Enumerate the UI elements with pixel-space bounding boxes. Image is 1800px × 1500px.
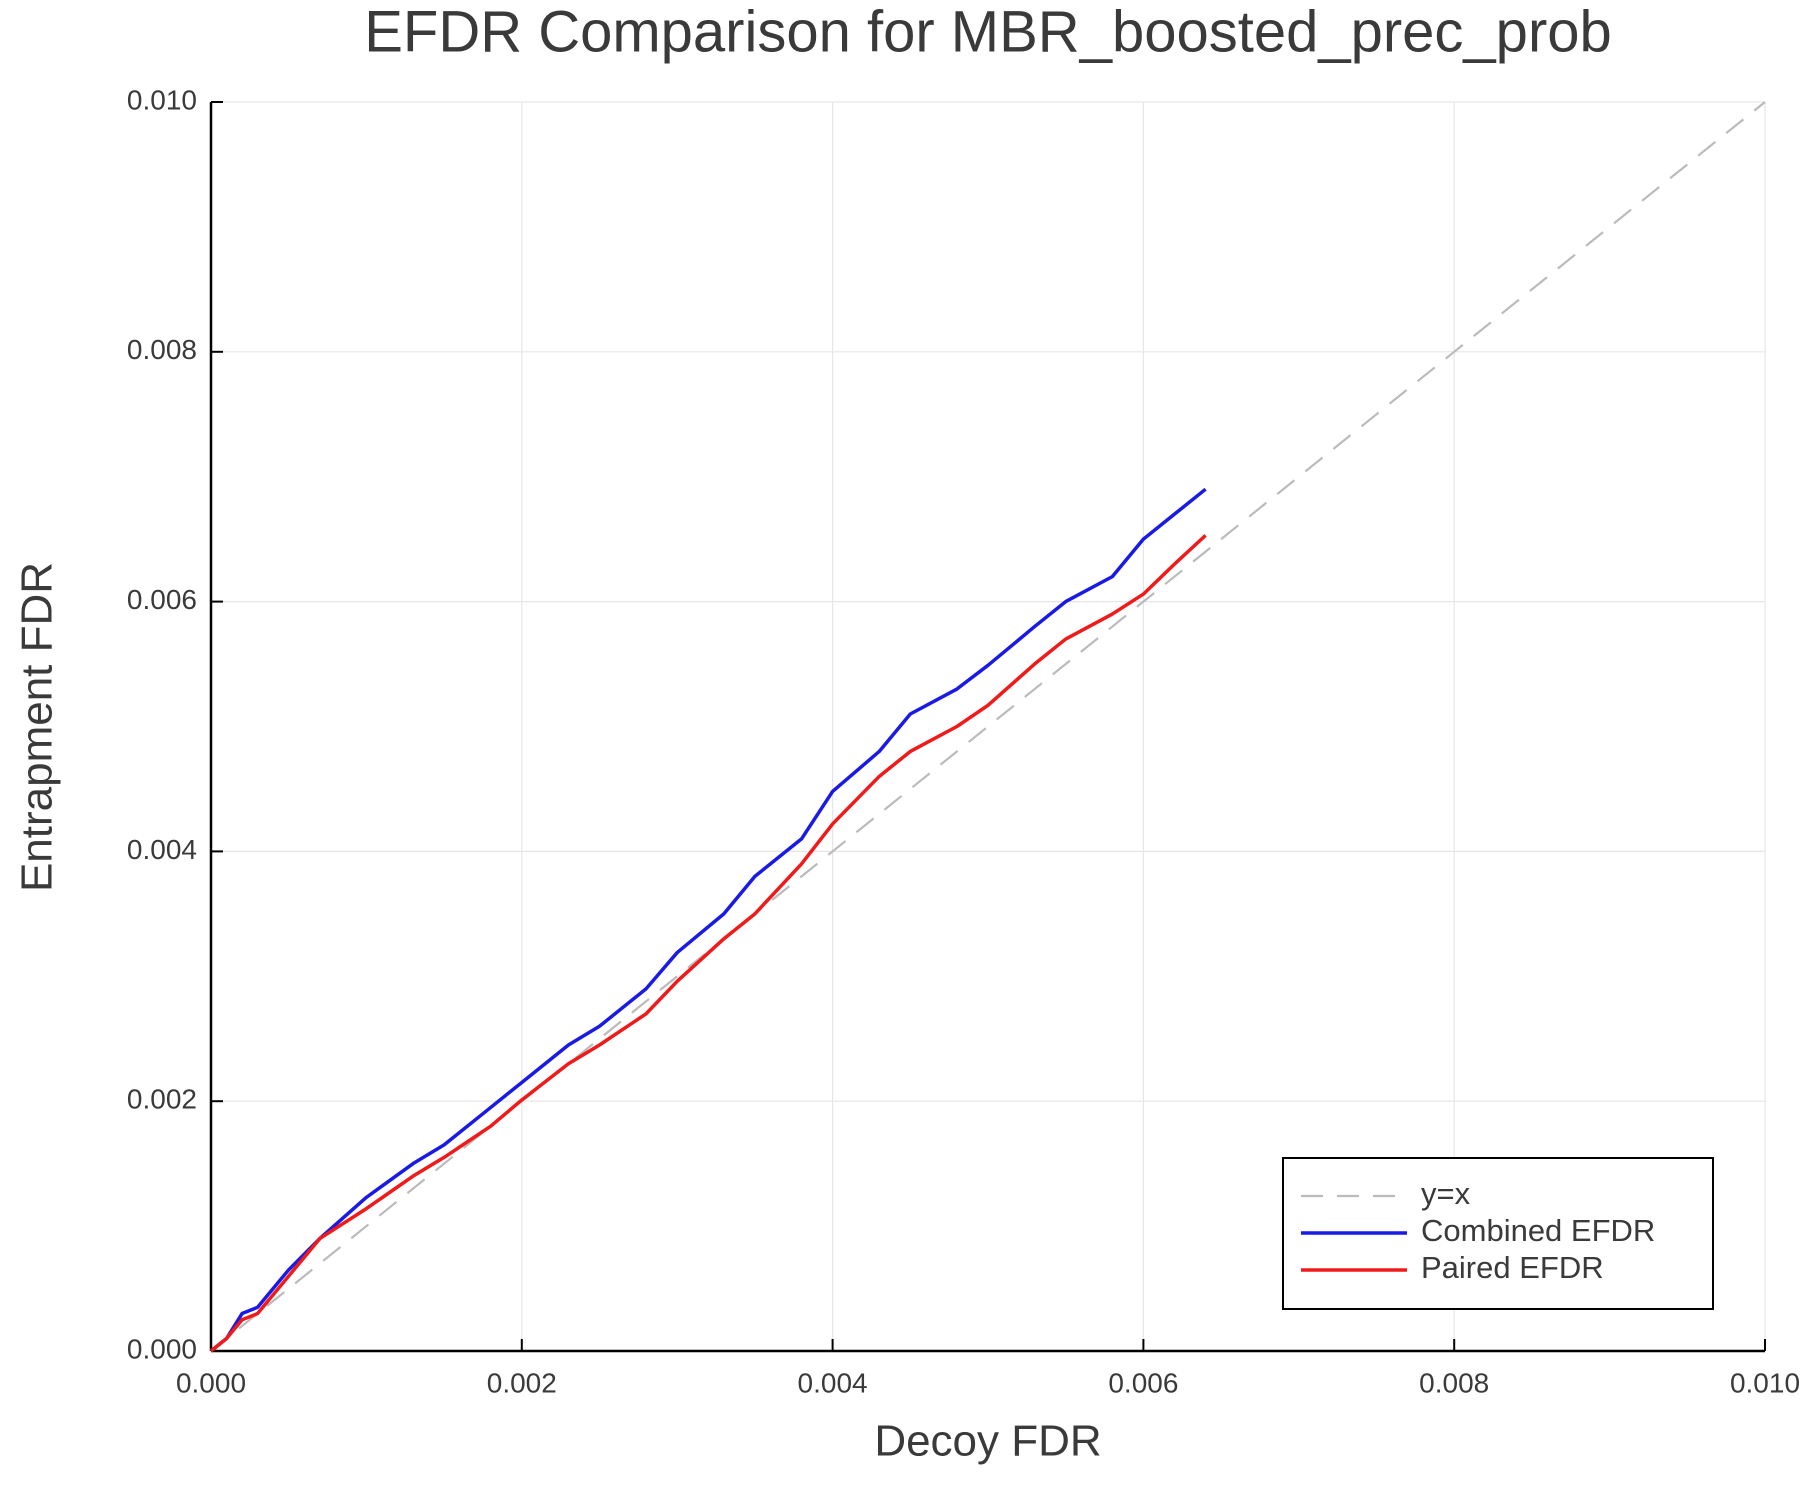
y-tick-label: 0.000: [127, 1333, 197, 1364]
x-tick-label: 0.006: [1108, 1367, 1178, 1398]
y-tick-label: 0.002: [127, 1084, 197, 1115]
y-tick-label: 0.010: [127, 84, 197, 115]
series-line: [209, 487, 1207, 1353]
legend-label: Combined EFDR: [1421, 1213, 1655, 1248]
legend-label: Paired EFDR: [1421, 1250, 1604, 1285]
y-tick-label: 0.004: [127, 834, 197, 865]
x-tick-label: 0.010: [1730, 1367, 1800, 1398]
y-axis-label: Entrapment FDR: [13, 562, 62, 892]
x-axis-label: Decoy FDR: [874, 1417, 1101, 1466]
series-line: [210, 101, 1766, 1352]
series-line: [209, 534, 1207, 1353]
x-tick-label: 0.002: [487, 1367, 557, 1398]
legend-label: y=x: [1421, 1176, 1471, 1211]
chart-title: EFDR Comparison for MBR_boosted_prec_pro…: [364, 0, 1612, 64]
x-tick-label: 0.008: [1419, 1367, 1489, 1398]
x-tick-label: 0.000: [176, 1367, 246, 1398]
y-tick-label: 0.008: [127, 334, 197, 365]
x-tick-label: 0.004: [798, 1367, 868, 1398]
y-tick-label: 0.006: [127, 584, 197, 615]
